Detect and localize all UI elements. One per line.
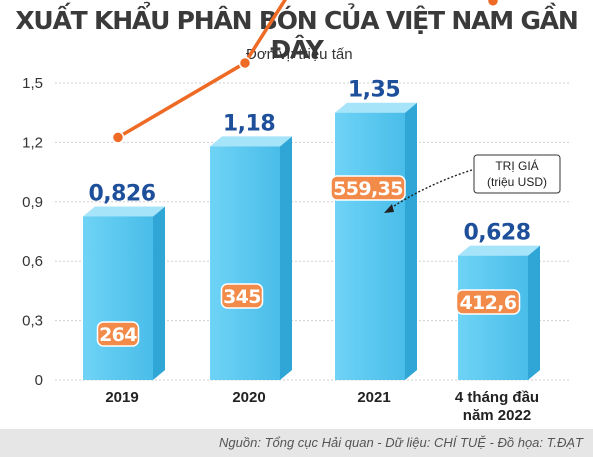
annotation-text: (triệu USD)	[487, 175, 547, 189]
line-label-text: 264	[99, 324, 137, 346]
x-category-label: 2019	[105, 389, 138, 406]
line-label-text: 412,6	[459, 292, 516, 314]
y-tick-label: 0,9	[22, 194, 43, 211]
bar-side	[528, 245, 540, 380]
unit-label: Đơn vị: triệu tấn	[246, 46, 353, 63]
bar	[458, 245, 540, 380]
line-value-label: 264	[96, 321, 140, 347]
line-point	[486, 0, 500, 8]
annotation-text: TRỊ GIÁ	[495, 158, 538, 173]
bar-front	[335, 112, 405, 380]
line-label-box	[220, 283, 264, 309]
bar-side	[153, 206, 165, 380]
bar-top	[335, 102, 417, 113]
y-tick-label: 0,3	[22, 313, 43, 330]
line-label-box	[455, 289, 521, 315]
line-value-label: 412,6	[455, 289, 521, 315]
bar-side	[280, 136, 292, 380]
y-tick-label: 0,6	[22, 253, 43, 270]
annotation-arrow	[387, 169, 473, 211]
bar-front	[83, 216, 153, 380]
y-tick-label: 0	[35, 372, 43, 389]
bar-top	[458, 245, 540, 256]
line-label-text: 345	[223, 286, 261, 308]
y-tick-label: 1,5	[22, 75, 43, 92]
bar-value-label: 1,35	[348, 78, 400, 103]
bar-value-label: 1,18	[223, 111, 275, 136]
x-category-label: 4 tháng đầu	[455, 389, 539, 406]
page-title: XUẤT KHẨU PHÂN BÓN CỦA VIỆT NAM GẦN ĐÂY	[15, 6, 579, 64]
line-label-box	[96, 321, 140, 347]
annotation-arrowhead	[384, 204, 394, 213]
footer-bar: Nguồn: Tổng cục Hải quan - Dữ liệu: CHÍ …	[0, 429, 593, 457]
bar	[83, 206, 165, 380]
line-value-label: 345	[220, 283, 264, 309]
bar	[335, 102, 417, 380]
label-layer: 0,826 1,18 1,35 0,628 264 345 559,35 412,6	[88, 78, 531, 347]
chart: 0 0,3 0,6 0,9 1,2 1,5 TRỊ GIÁ (triệu USD) 0,82…	[22, 0, 570, 424]
line-layer	[111, 0, 500, 144]
annotation-frame	[473, 154, 561, 194]
bar-value-label: 0,826	[88, 181, 155, 206]
source-text: Nguồn: Tổng cục Hải quan - Dữ liệu: CHÍ …	[219, 435, 583, 450]
x-category-label: năm 2022	[463, 407, 531, 424]
bar-top	[83, 206, 165, 217]
bar-top	[210, 136, 292, 147]
line-point	[238, 56, 252, 70]
bar-side	[405, 102, 417, 380]
line-point	[111, 131, 125, 144]
line-series	[117, 0, 494, 139]
bar	[210, 136, 292, 380]
x-category-label: 2021	[357, 389, 390, 406]
bar-front	[458, 255, 528, 380]
line-value-label: 559,35	[330, 175, 406, 201]
annotation-box: TRỊ GIÁ (triệu USD)	[473, 154, 561, 194]
bar-layer	[83, 102, 540, 380]
line-label-box	[330, 175, 406, 201]
bar-value-label: 0,628	[463, 221, 530, 246]
annotation-arrow-layer: TRỊ GIÁ (triệu USD)	[384, 154, 561, 213]
bar-front	[210, 146, 280, 380]
y-tick-label: 1,2	[22, 134, 43, 151]
y-axis-labels: 0 0,3 0,6 0,9 1,2 1,5	[22, 75, 43, 389]
x-category-label: 2020	[232, 389, 265, 406]
line-label-text: 559,35	[333, 178, 403, 200]
